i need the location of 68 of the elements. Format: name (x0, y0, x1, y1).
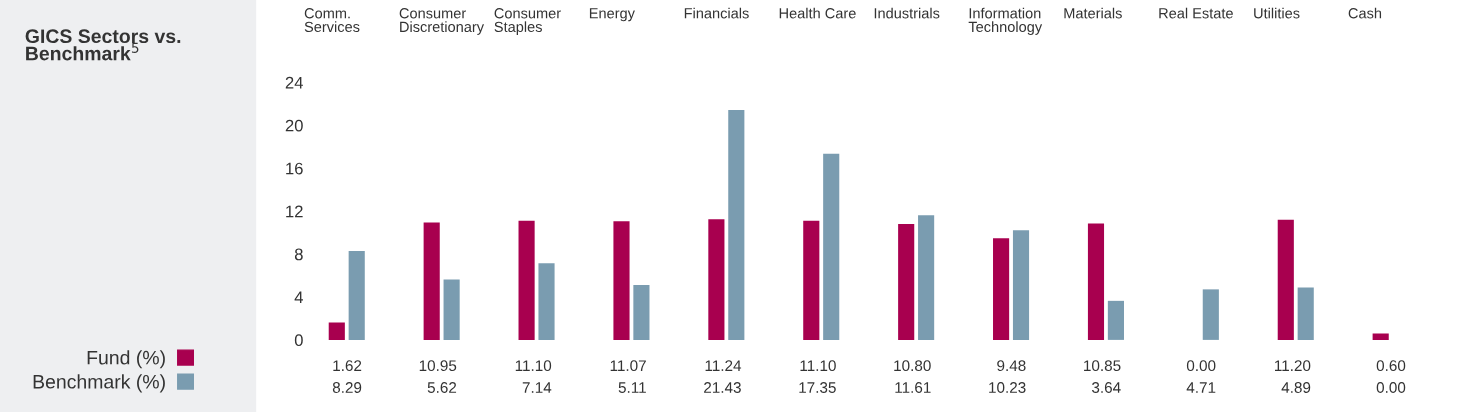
data-label: 10.95 (419, 360, 457, 372)
bar (1087, 223, 1105, 340)
bar (728, 109, 745, 340)
bar (443, 279, 460, 340)
bar (993, 238, 1010, 340)
x-tick-label: Financials (684, 7, 749, 19)
data-label: 4.89 (1281, 382, 1311, 393)
x-tick-label: Cash (1348, 7, 1382, 19)
bar (1372, 333, 1389, 340)
data-label: 5.11 (618, 382, 646, 393)
y-tick-label: 16 (286, 162, 303, 175)
data-label: 11.10 (515, 360, 552, 372)
data-label: 7.14 (522, 382, 552, 393)
y-tick-label: 12 (286, 205, 303, 218)
x-tick-label: Energy (589, 8, 635, 22)
data-label: 11.10 (800, 360, 836, 372)
text: GICS Sectors vs. Benchmark$^{5}$ (25, 29, 181, 61)
legend-label: Benchmark (%) (33, 374, 165, 393)
data-label: 1.62 (333, 360, 362, 372)
x-tick-label: Consumer Staples (494, 8, 561, 35)
data-label: 11.61 (895, 382, 931, 393)
x-tick-label: Health Care (779, 7, 856, 19)
bar (918, 215, 935, 340)
bar (328, 322, 345, 340)
x-tick-label: Real Estate (1159, 7, 1233, 19)
y-tick-label: 24 (285, 76, 303, 89)
data-label: 0.00 (1376, 382, 1406, 393)
x-tick-label: Materials (1064, 7, 1122, 19)
bar (823, 153, 840, 340)
bar (1277, 219, 1294, 340)
x-tick-label: Consumer Discretionary (399, 8, 485, 35)
x-tick-label: Information Technology (968, 7, 1043, 35)
data-label: 11.20 (1275, 360, 1311, 372)
bar (1297, 287, 1314, 340)
data-label: 11.07 (610, 360, 646, 372)
y-tick-label: 4 (294, 291, 303, 304)
data-label: 10.85 (1084, 360, 1121, 372)
bar (633, 285, 650, 340)
data-label: 9.48 (997, 360, 1026, 372)
data-label: 3.64 (1091, 382, 1121, 393)
data-label: 0.60 (1376, 360, 1406, 372)
data-label: 10.80 (894, 360, 931, 372)
bar (538, 263, 555, 340)
data-label: 21.43 (704, 382, 741, 393)
y-tick-label: 20 (285, 119, 303, 132)
data-label: 8.29 (332, 382, 362, 393)
x-tick-label: Utilities (1254, 7, 1300, 19)
x-tick-label: Industrials (874, 7, 940, 19)
y-tick-label: 8 (294, 248, 303, 261)
bar (708, 219, 725, 340)
bar (423, 222, 440, 340)
data-label: 17.35 (799, 382, 836, 393)
bar (898, 224, 915, 340)
bar (613, 221, 630, 340)
bar (1107, 300, 1124, 340)
data-label: 5.62 (427, 382, 457, 393)
bar (1202, 289, 1219, 340)
data-label: 0.00 (1186, 360, 1216, 372)
bar (1012, 230, 1030, 340)
y-tick-label: 0 (294, 334, 303, 347)
data-label: 4.71 (1186, 382, 1216, 393)
data-label: 11.24 (705, 360, 742, 371)
bar (518, 220, 535, 340)
legend-label: Fund (%) (87, 350, 165, 369)
data-label: 10.23 (989, 382, 1026, 393)
bar (348, 250, 365, 340)
x-tick-label: Comm. Services (304, 8, 360, 33)
bar (803, 220, 820, 340)
